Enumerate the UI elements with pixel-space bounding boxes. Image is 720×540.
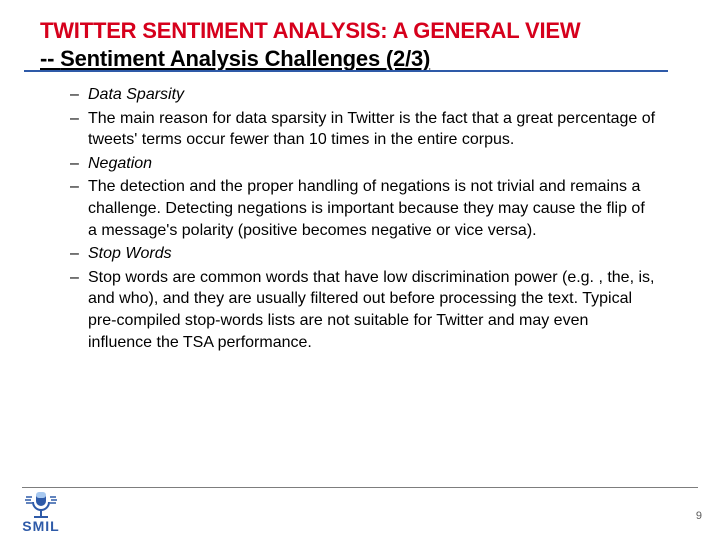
list-item: – The detection and the proper handling … (70, 176, 656, 241)
subtitle-text: Sentiment Analysis Challenges (2/3) (60, 46, 430, 71)
slide-title: TWITTER SENTIMENT ANALYSIS: A GENERAL VI… (40, 18, 668, 44)
logo-text: SMIL (12, 518, 70, 534)
slide-subtitle: -- Sentiment Analysis Challenges (2/3) (40, 46, 668, 72)
subtitle-prefix: -- (40, 46, 60, 71)
list-item: – Stop words are common words that have … (70, 267, 656, 353)
list-item: – Stop Words (70, 243, 656, 265)
bullet-list: – Data Sparsity – The main reason for da… (70, 84, 656, 353)
bullet-dash-icon: – (70, 243, 88, 265)
footer-rule (22, 487, 698, 488)
bullet-dash-icon: – (70, 153, 88, 175)
bullet-text: Negation (88, 153, 656, 175)
list-item: – Negation (70, 153, 656, 175)
bullet-dash-icon: – (70, 108, 88, 130)
page-number: 9 (696, 510, 702, 522)
bullet-dash-icon: – (70, 267, 88, 289)
bullet-text: The main reason for data sparsity in Twi… (88, 108, 656, 151)
body-content: – Data Sparsity – The main reason for da… (70, 84, 656, 355)
logo: SMIL (12, 490, 70, 534)
list-item: – The main reason for data sparsity in T… (70, 108, 656, 151)
bullet-text: Data Sparsity (88, 84, 656, 106)
microphone-icon (23, 490, 59, 520)
bullet-text: The detection and the proper handling of… (88, 176, 656, 241)
bullet-text: Stop Words (88, 243, 656, 265)
bullet-dash-icon: – (70, 84, 88, 106)
title-block: TWITTER SENTIMENT ANALYSIS: A GENERAL VI… (40, 18, 668, 72)
slide: TWITTER SENTIMENT ANALYSIS: A GENERAL VI… (0, 0, 720, 540)
bullet-text: Stop words are common words that have lo… (88, 267, 656, 353)
bullet-dash-icon: – (70, 176, 88, 198)
list-item: – Data Sparsity (70, 84, 656, 106)
title-underline-rule (24, 70, 668, 72)
